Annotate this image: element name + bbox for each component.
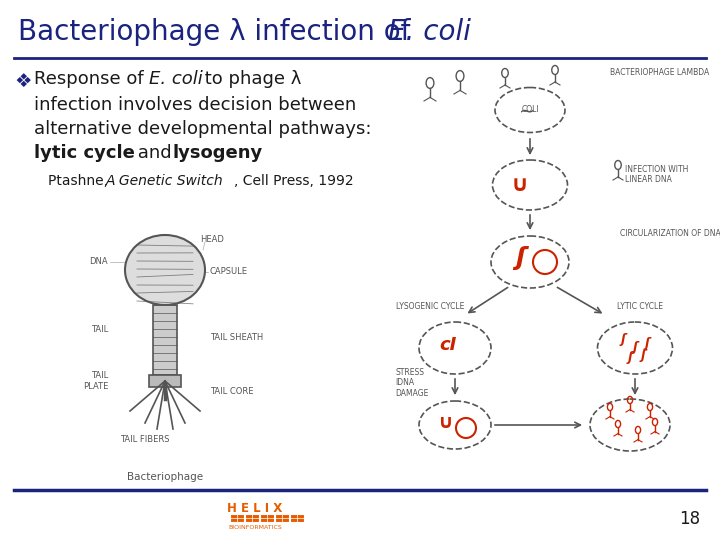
Text: ʃ: ʃ — [632, 341, 638, 354]
Bar — [245, 514, 259, 522]
Text: ʃ: ʃ — [640, 349, 646, 362]
Text: ʃ: ʃ — [627, 352, 633, 365]
Text: and: and — [132, 144, 177, 162]
Bar — [149, 375, 181, 387]
Text: BACTERIOPHAGE LAMBDA: BACTERIOPHAGE LAMBDA — [610, 68, 709, 77]
Text: 18: 18 — [679, 510, 700, 528]
Text: Bacteriophage: Bacteriophage — [127, 472, 203, 482]
Text: TAIL: TAIL — [91, 326, 108, 334]
Text: INFECTION WITH
LINEAR DNA: INFECTION WITH LINEAR DNA — [625, 165, 688, 184]
Text: A Genetic Switch: A Genetic Switch — [106, 174, 224, 188]
Text: ❖: ❖ — [14, 72, 32, 91]
Text: CAPSULE: CAPSULE — [210, 267, 248, 276]
Text: ∪: ∪ — [437, 413, 453, 431]
Text: COLI: COLI — [521, 105, 539, 114]
Text: LYSOGENIC CYCLE: LYSOGENIC CYCLE — [396, 302, 464, 311]
Text: alternative developmental pathways:: alternative developmental pathways: — [34, 120, 372, 138]
Text: ʃ: ʃ — [644, 336, 649, 349]
Text: lysogeny: lysogeny — [172, 144, 262, 162]
Text: CIRCULARIZATION OF DNA: CIRCULARIZATION OF DNA — [620, 228, 720, 238]
Text: infection involves decision between: infection involves decision between — [34, 96, 356, 114]
Text: E. coli: E. coli — [149, 70, 203, 88]
Text: BIOINFORMATICS: BIOINFORMATICS — [228, 525, 282, 530]
Bar — [260, 514, 274, 522]
Text: ʃ: ʃ — [621, 334, 626, 347]
Text: TAIL CORE: TAIL CORE — [210, 388, 253, 396]
Bar — [275, 514, 289, 522]
Text: ʃ: ʃ — [515, 246, 525, 270]
Text: Ptashne,: Ptashne, — [48, 174, 112, 188]
Text: LYTIC CYCLE: LYTIC CYCLE — [617, 302, 663, 311]
Text: to phage λ: to phage λ — [199, 70, 302, 88]
Text: H E L I X: H E L I X — [228, 502, 283, 515]
Text: lytic cycle: lytic cycle — [34, 144, 135, 162]
Ellipse shape — [125, 235, 205, 305]
Bar — [153, 305, 177, 375]
Text: ∼: ∼ — [519, 103, 535, 122]
Text: TAIL
PLATE: TAIL PLATE — [83, 372, 108, 391]
Text: STRESS
IDNA
DAMAGE: STRESS IDNA DAMAGE — [395, 368, 428, 398]
Text: ∪: ∪ — [511, 175, 529, 195]
Text: Response of: Response of — [34, 70, 149, 88]
Text: cI: cI — [439, 336, 456, 354]
Text: Bacteriophage λ infection of: Bacteriophage λ infection of — [18, 18, 419, 46]
Text: E. coli: E. coli — [388, 18, 471, 46]
Text: TAIL SHEATH: TAIL SHEATH — [210, 334, 264, 342]
Text: DNA: DNA — [89, 258, 108, 267]
Bar — [290, 514, 304, 522]
Bar — [230, 514, 244, 522]
Text: , Cell Press, 1992: , Cell Press, 1992 — [234, 174, 354, 188]
Text: TAIL FIBERS: TAIL FIBERS — [120, 435, 170, 444]
Text: HEAD: HEAD — [200, 235, 224, 245]
